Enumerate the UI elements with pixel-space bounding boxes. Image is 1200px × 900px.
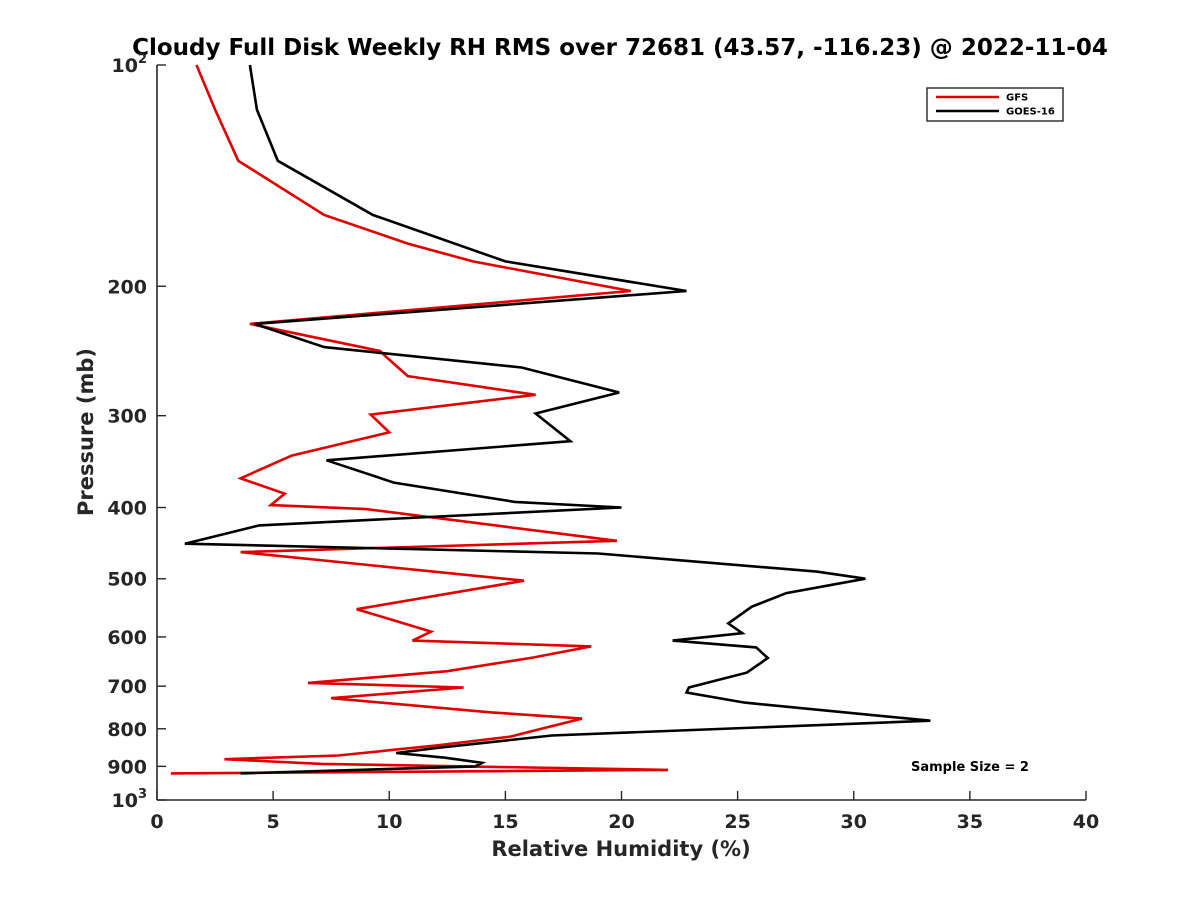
x-tick-label: 25 — [724, 811, 750, 833]
chart-title: Cloudy Full Disk Weekly RH RMS over 7268… — [132, 35, 1108, 61]
plot-area: 0 5 10 15 20 25 30 35 40 102 200 300 400 500 600 700 80… — [107, 52, 1099, 833]
x-tick-label: 40 — [1073, 811, 1099, 833]
y-tick-label: 700 — [107, 676, 147, 698]
x-tick-label: 35 — [957, 811, 983, 833]
series-lines — [170, 64, 931, 775]
x-tick-label: 5 — [267, 811, 280, 833]
y-axis-label: Pressure (mb) — [74, 348, 98, 516]
y-tick-label: 103 — [112, 787, 148, 812]
y-tick-label: 800 — [107, 719, 147, 741]
legend-box — [926, 87, 1064, 122]
x-axis-label: Relative Humidity (%) — [491, 837, 750, 861]
legend: GFS GOES-16 — [926, 87, 1064, 122]
series-line-goes16 — [184, 64, 931, 775]
y-axis-ticks: 102 200 300 400 500 600 700 800 900 103 — [107, 52, 166, 812]
y-tick-label: 600 — [107, 627, 147, 649]
x-axis-ticks: 0 5 10 15 20 25 30 35 40 — [150, 791, 1099, 833]
y-tick-label: 400 — [107, 498, 147, 520]
y-tick-label: 102 — [112, 52, 148, 77]
y-tick-label: 500 — [107, 569, 147, 591]
x-tick-label: 10 — [376, 811, 402, 833]
y-tick-label: 200 — [107, 276, 147, 298]
x-tick-label: 0 — [150, 811, 163, 833]
y-tick-label: 300 — [107, 406, 147, 428]
x-tick-label: 15 — [492, 811, 518, 833]
sample-size-annotation: Sample Size = 2 — [911, 760, 1029, 775]
legend-label-goes16: GOES-16 — [1006, 107, 1055, 118]
legend-label-gfs: GFS — [1006, 93, 1028, 104]
x-tick-label: 30 — [841, 811, 867, 833]
x-tick-label: 20 — [608, 811, 634, 833]
y-tick-label: 900 — [107, 756, 147, 778]
